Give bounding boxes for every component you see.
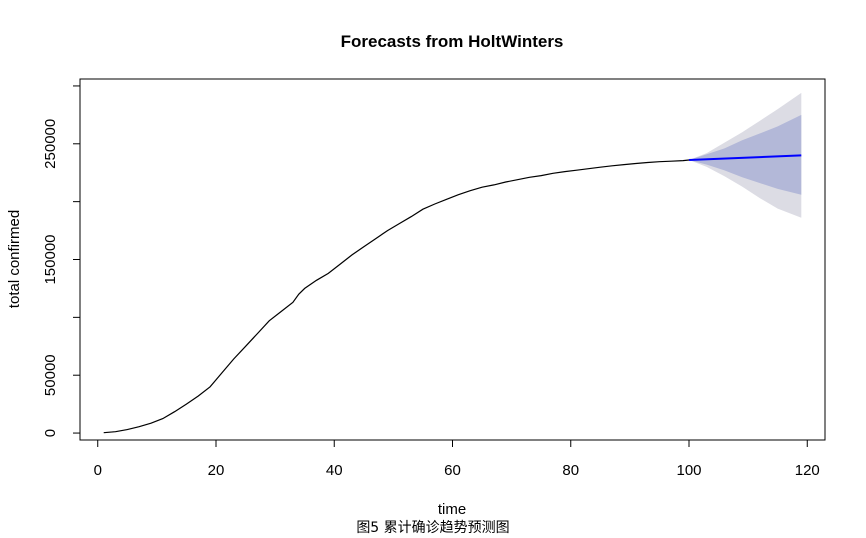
interval-band-80 — [689, 114, 802, 195]
series-lines — [103, 154, 802, 434]
y-axis: 0 50000 150000 250000 — [42, 85, 81, 437]
x-tick-label: 0 — [94, 462, 102, 479]
chart-title: Forecasts from HoltWinters — [341, 32, 564, 51]
x-tick-label: 80 — [562, 462, 579, 479]
y-tick-label: 0 — [42, 429, 59, 437]
x-tick-label: 120 — [795, 462, 820, 479]
prediction-intervals — [689, 92, 802, 218]
y-tick-label: 150000 — [42, 234, 59, 284]
y-tick-label: 50000 — [42, 354, 59, 396]
y-tick-label: 250000 — [42, 119, 59, 169]
y-axis-label: total confirmed — [6, 210, 23, 308]
x-tick-label: 20 — [208, 462, 225, 479]
plot-frame — [79, 78, 826, 441]
forecast-line — [688, 154, 802, 161]
x-axis: 0 20 40 60 80 100 120 — [94, 439, 820, 479]
x-tick-label: 100 — [676, 462, 701, 479]
x-tick-label: 60 — [444, 462, 461, 479]
x-tick-label: 40 — [326, 462, 343, 479]
observed-line — [103, 159, 690, 434]
figure-caption: 图5 累计确诊趋势预测图 — [356, 520, 510, 536]
x-axis-label: time — [438, 501, 466, 518]
